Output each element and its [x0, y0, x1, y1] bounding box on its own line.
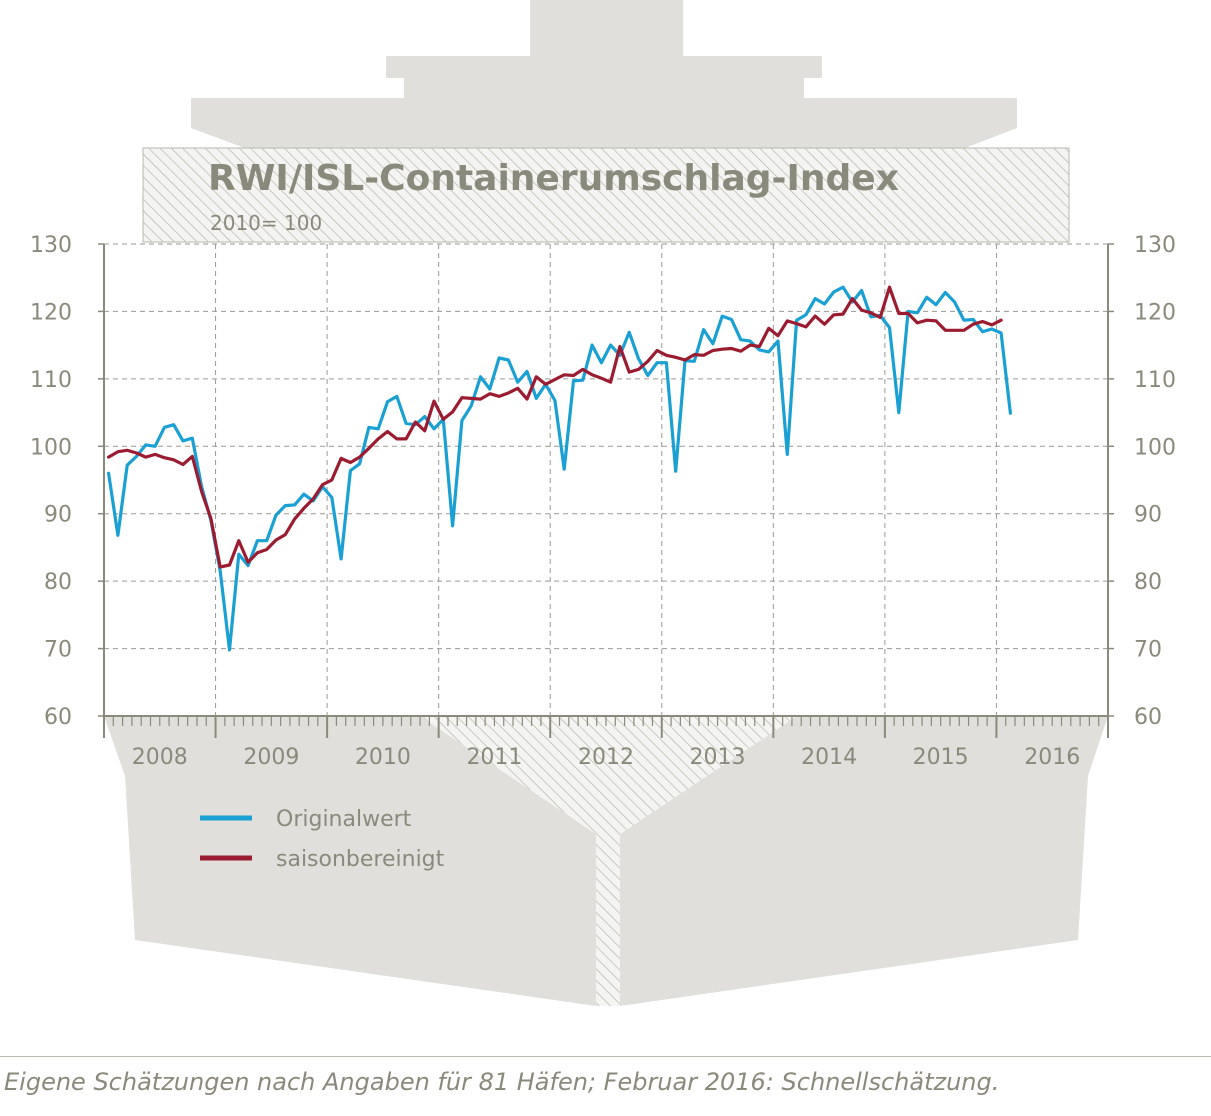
x-year-label: 2008: [132, 745, 188, 770]
x-year-label: 2014: [801, 745, 857, 770]
y-tick-label-right: 90: [1134, 503, 1162, 528]
y-tick-label-left: 100: [30, 435, 72, 460]
y-tick-label-right: 110: [1134, 368, 1176, 393]
plot-area: [104, 244, 1108, 716]
y-tick-label-right: 80: [1134, 570, 1162, 595]
series-lines: [106, 285, 1013, 652]
x-year-label: 2015: [913, 745, 969, 770]
x-year-label: 2010: [355, 745, 411, 770]
legend-label-saison: saisonbereinigt: [276, 847, 445, 872]
x-year-label: 2016: [1024, 745, 1080, 770]
y-tick-label-left: 130: [30, 233, 72, 258]
y-tick-label-left: 90: [44, 503, 72, 528]
x-year-label: 2011: [466, 745, 522, 770]
y-tick-label-right: 130: [1134, 233, 1176, 258]
footnote-divider: [0, 1056, 1211, 1057]
series-line-original: [106, 285, 1013, 652]
axes: 60 60 70 70 80 80 90 90 100 100 110 110 120 120 130 130…: [30, 233, 1176, 770]
legend-label-original: Originalwert: [276, 807, 412, 832]
chart-subtitle: 2010= 100: [210, 211, 322, 235]
footnote: Eigene Schätzungen nach Angaben für 81 H…: [4, 1068, 1000, 1096]
y-tick-label-left: 60: [44, 705, 72, 730]
chart: RWI/ISL-Containerumschlag-Index 2010= 10…: [30, 0, 1176, 1006]
y-tick-label-right: 120: [1134, 300, 1176, 325]
x-year-label: 2013: [690, 745, 746, 770]
x-year-label: 2009: [243, 745, 299, 770]
ship-background: [104, 0, 1108, 1006]
y-tick-label-left: 70: [44, 638, 72, 663]
grid: [104, 243, 1108, 716]
y-tick-label-right: 60: [1134, 705, 1162, 730]
y-tick-label-left: 120: [30, 300, 72, 325]
series-line-saison: [106, 285, 1003, 569]
y-tick-label-right: 70: [1134, 638, 1162, 663]
y-tick-label-left: 110: [30, 368, 72, 393]
x-year-label: 2012: [578, 745, 634, 770]
chart-title: RWI/ISL-Containerumschlag-Index: [208, 158, 899, 199]
y-tick-label-left: 80: [44, 570, 72, 595]
legend: Originalwert saisonbereinigt: [200, 807, 445, 872]
y-tick-label-right: 100: [1134, 435, 1176, 460]
